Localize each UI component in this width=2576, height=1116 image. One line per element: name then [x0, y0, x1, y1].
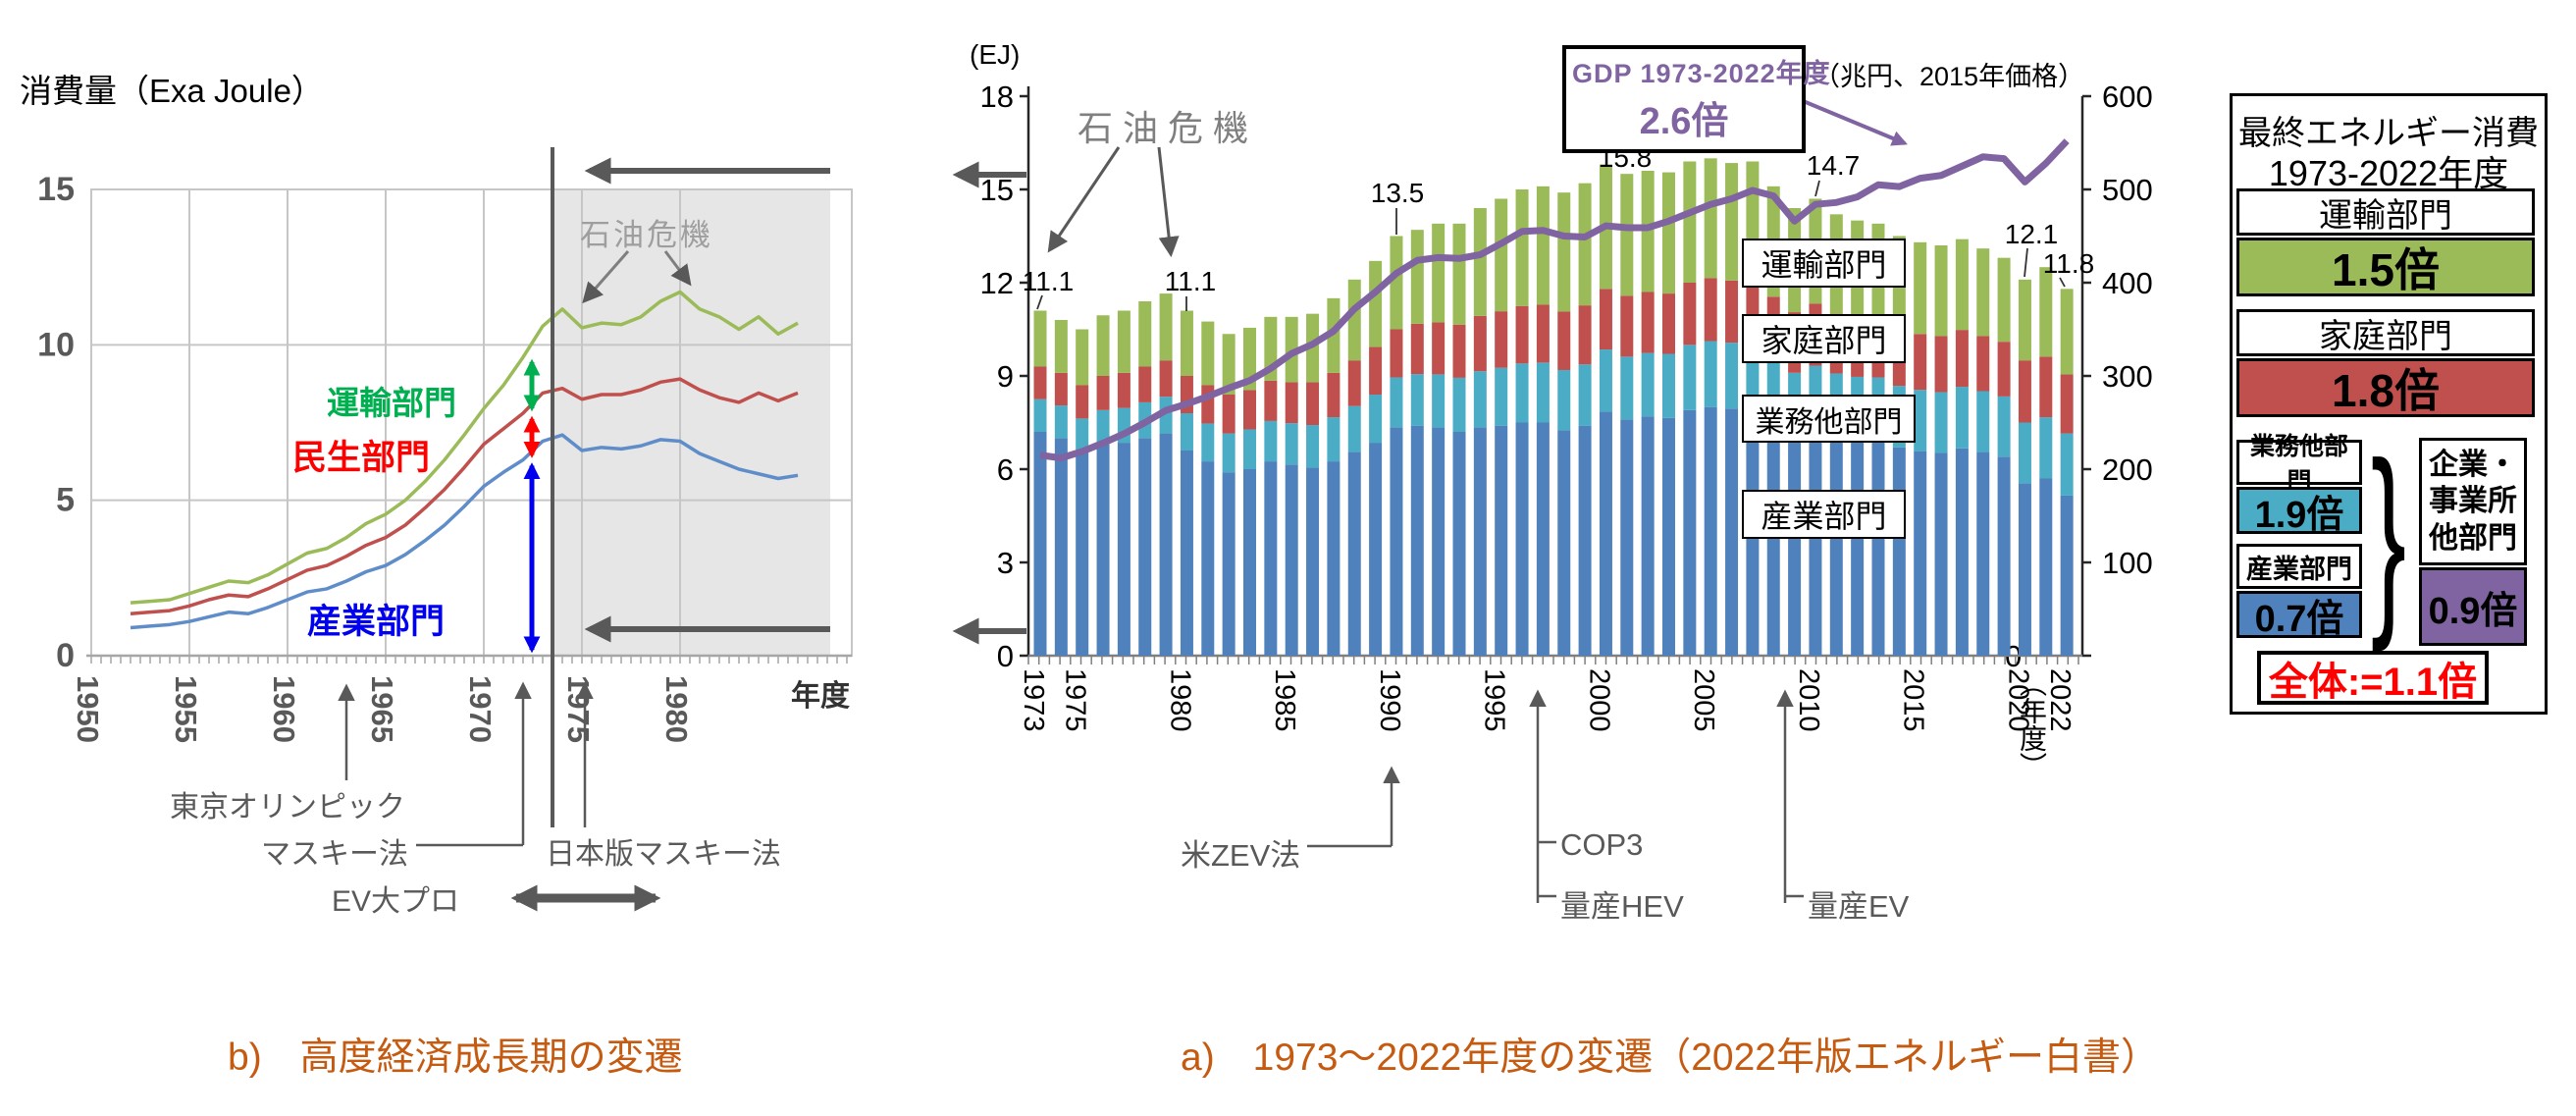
svg-text:12: 12	[980, 266, 1014, 300]
svg-text:300: 300	[2102, 359, 2153, 394]
combined-line2: 事業所	[2429, 485, 2517, 518]
panel-commercial-value: 1.9倍	[2236, 487, 2362, 536]
svg-text:2015: 2015	[1898, 668, 1929, 732]
left-xaxis-label: 年度	[791, 680, 850, 713]
svg-text:200: 200	[2102, 452, 2153, 487]
left-oil-crisis-label: 石油危機	[580, 218, 713, 252]
svg-text:1980: 1980	[659, 675, 694, 743]
svg-text:100: 100	[2102, 546, 2153, 580]
industry-series-label: 産業部門	[307, 603, 446, 641]
sector-box-transport: 運輸部門	[1742, 239, 1906, 288]
brace-glyph: }	[2370, 419, 2407, 654]
gdp-label-line2: 2.6倍	[1639, 101, 1729, 142]
ev-label: 量産EV	[1808, 889, 1910, 924]
svg-text:600: 600	[2102, 80, 2153, 114]
svg-text:1985: 1985	[1269, 668, 1300, 732]
svg-text:2010: 2010	[1793, 668, 1824, 732]
svg-text:12.1: 12.1	[2005, 219, 2059, 249]
panel-industry-value: 0.7倍	[2236, 591, 2362, 640]
svg-text:13.5: 13.5	[1371, 178, 1425, 208]
svg-text:1965: 1965	[365, 675, 399, 743]
zev-law-label: 米ZEV法	[1181, 838, 1301, 873]
svg-text:400: 400	[2102, 266, 2153, 300]
series-運輸部門	[130, 290, 799, 605]
svg-text:1980: 1980	[1164, 668, 1195, 732]
svg-text:9: 9	[997, 359, 1014, 394]
muskie-act-label: マスキー法	[261, 838, 408, 871]
svg-text:2005: 2005	[1688, 668, 1719, 732]
svg-text:1973: 1973	[1018, 668, 1049, 732]
combined-line3: 他部門	[2429, 521, 2517, 555]
svg-text:11.1: 11.1	[1165, 266, 1216, 296]
svg-text:15: 15	[980, 173, 1014, 207]
sector-box-household: 家庭部門	[1742, 314, 1906, 363]
svg-text:1955: 1955	[169, 675, 203, 743]
multiplier-summary-panel: 最終エネルギー消費 1973-2022年度 運輸部門 1.5倍 家庭部門 1.8…	[2230, 93, 2548, 715]
svg-text:0: 0	[56, 637, 75, 674]
svg-text:1960: 1960	[267, 675, 301, 743]
right-left-axis-unit: (EJ)	[970, 39, 1021, 70]
panel-combined-label: 企業・ 事業所 他部門	[2419, 438, 2527, 565]
svg-text:11.8: 11.8	[2043, 248, 2094, 279]
caption-right: a) 1973～2022年度の変遷（2022年版エネルギー白書）	[1181, 1036, 2159, 1079]
series-産業部門	[130, 433, 799, 630]
svg-text:10: 10	[37, 326, 75, 363]
ev-project-label: EV大プロ	[332, 885, 460, 918]
panel-commercial-label: 業務他部門	[2236, 433, 2362, 496]
svg-text:5: 5	[56, 482, 75, 519]
gdp-label-box: GDP 1973-2022年度 2.6倍	[1562, 45, 1831, 153]
svg-text:6: 6	[997, 452, 1014, 487]
svg-text:3: 3	[997, 546, 1014, 580]
svg-text:0: 0	[997, 639, 1014, 673]
svg-text:2000: 2000	[1583, 668, 1614, 732]
caption-left: b) 高度経済成長期の変遷	[228, 1036, 683, 1079]
svg-text:2022: 2022	[2044, 668, 2076, 732]
panel-title-line2: 1973-2022年度	[2268, 153, 2509, 193]
svg-text:1995: 1995	[1479, 668, 1510, 732]
jp-muskie-act-label: 日本版マスキー法	[546, 838, 781, 871]
cop3-label: COP3	[1560, 827, 1644, 862]
tokyo-olympics-label: 東京オリンピック	[170, 791, 405, 824]
left-chart-title: 消費量（Exa Joule）	[20, 73, 324, 109]
svg-text:2020: 2020	[2002, 668, 2033, 732]
gdp-line	[1039, 138, 2070, 462]
svg-text:14.7: 14.7	[1807, 150, 1861, 181]
right-xaxis-label: （年度）	[2017, 669, 2047, 779]
panel-household-label: 家庭部門	[2236, 309, 2535, 356]
left-line-chart: 0 5 10 15 1950 1955 1960 1965 1970 1975 1980	[37, 147, 853, 912]
svg-text:500: 500	[2102, 173, 2153, 207]
panel-title-line1: 最終エネルギー消費	[2238, 115, 2539, 152]
right-oil-crisis-label: 石油危機	[1078, 108, 1259, 148]
civil-series-label: 民生部門	[292, 439, 431, 477]
svg-text:1975: 1975	[1060, 668, 1091, 732]
panel-household-value: 1.8倍	[2236, 358, 2535, 417]
svg-text:1990: 1990	[1374, 668, 1405, 732]
gdp-label-line1: GDP 1973-2022年度	[1572, 59, 1831, 88]
sector-box-commercial: 業務他部門	[1742, 395, 1916, 443]
hev-label: 量産HEV	[1560, 889, 1684, 924]
svg-text:1950: 1950	[71, 675, 105, 743]
panel-industry-label: 産業部門	[2236, 544, 2362, 589]
svg-text:1970: 1970	[463, 675, 498, 743]
panel-total-value: 全体:=1.1倍	[2257, 651, 2489, 705]
svg-text:15: 15	[37, 171, 75, 208]
svg-text:1975: 1975	[561, 675, 596, 743]
panel-combined-value: 0.9倍	[2419, 567, 2527, 646]
series-民生部門	[130, 377, 799, 615]
sector-box-industry: 産業部門	[1742, 490, 1906, 539]
svg-text:18: 18	[980, 80, 1014, 114]
transport-series-label: 運輸部門	[327, 385, 456, 421]
right-axis-unit: （兆円、2015年価格）	[1814, 62, 2085, 91]
combined-line1: 企業・	[2429, 448, 2517, 481]
panel-transport-value: 1.5倍	[2236, 238, 2535, 296]
svg-text:11.1: 11.1	[1023, 266, 1074, 296]
panel-transport-label: 運輸部門	[2236, 188, 2535, 236]
